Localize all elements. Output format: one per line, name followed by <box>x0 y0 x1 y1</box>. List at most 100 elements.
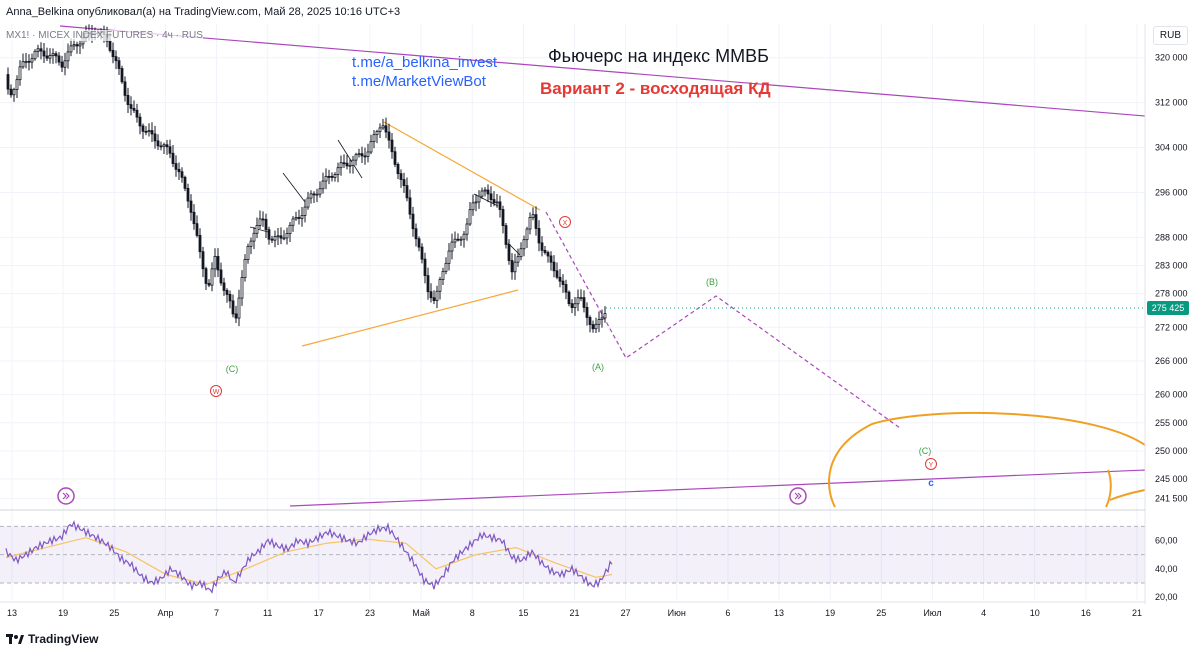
candle <box>69 38 73 57</box>
candle <box>15 75 19 98</box>
candle <box>498 195 502 218</box>
candle <box>414 223 418 247</box>
last-price-label: 275 425 <box>1152 303 1185 313</box>
candle <box>603 306 607 323</box>
x-tick-label: 7 <box>214 608 219 618</box>
candle <box>21 53 25 69</box>
candle <box>222 277 226 296</box>
candle <box>60 55 64 73</box>
candle-body <box>423 258 427 276</box>
candle-body <box>63 60 67 68</box>
candle-body <box>363 155 367 158</box>
candle-body <box>267 229 271 240</box>
candle <box>12 87 16 102</box>
candle-body <box>546 252 550 257</box>
candle <box>33 49 37 61</box>
candle-body <box>36 48 40 52</box>
candle <box>390 132 394 159</box>
candle <box>393 146 397 168</box>
candle-body <box>579 297 583 299</box>
candle-body <box>447 250 451 264</box>
candle-body <box>39 48 43 52</box>
candle <box>366 143 370 163</box>
candle-body <box>543 249 547 253</box>
candle <box>75 41 79 54</box>
candle <box>288 221 292 243</box>
y-tick-label: 320 000 <box>1155 53 1188 63</box>
candle-body <box>57 55 61 63</box>
tradingview-logo-text: TradingView <box>28 632 99 646</box>
candle <box>351 155 355 174</box>
candle-body <box>24 60 28 63</box>
candle <box>348 158 352 174</box>
candle <box>132 100 136 114</box>
candle-body <box>468 209 472 225</box>
candle <box>282 230 286 241</box>
candle-body <box>516 256 520 263</box>
candle-body <box>297 217 301 219</box>
candle-body <box>51 53 55 56</box>
candle-body <box>48 55 52 59</box>
candle-body <box>309 193 313 199</box>
candle-body <box>318 188 322 195</box>
target-arc-top <box>871 411 1146 446</box>
candle <box>531 207 535 221</box>
candle-body <box>162 144 166 147</box>
candle-body <box>138 116 142 127</box>
candle <box>312 191 316 203</box>
candle <box>477 190 481 209</box>
wave-label-C1: (C) <box>226 364 239 374</box>
candle <box>300 206 304 227</box>
candle <box>597 311 601 333</box>
candle <box>582 290 586 313</box>
candle-body <box>9 88 13 96</box>
candle <box>540 236 544 257</box>
candle <box>63 52 67 76</box>
candle <box>285 227 289 245</box>
candle-body <box>306 197 310 208</box>
candle <box>474 194 478 212</box>
candle-body <box>66 51 70 62</box>
candle <box>375 129 379 144</box>
candle-body <box>354 154 358 161</box>
candle <box>27 54 31 71</box>
candle-body <box>336 167 340 175</box>
candle-body <box>18 66 22 81</box>
candle <box>159 141 163 151</box>
y-tick-label: 288 000 <box>1155 232 1188 242</box>
candle <box>480 187 484 199</box>
candle <box>243 254 247 282</box>
candle <box>291 215 295 232</box>
candle-body <box>531 214 535 218</box>
candle <box>417 236 421 252</box>
candle <box>579 289 583 302</box>
candle-body <box>390 139 394 153</box>
candle <box>48 48 52 64</box>
triangle-lower-line <box>301 289 519 347</box>
candle-body <box>441 270 445 280</box>
candle <box>486 184 490 203</box>
candle <box>129 96 133 116</box>
candle <box>534 206 538 236</box>
candle-body <box>159 145 163 148</box>
timing-icon-arrow <box>794 492 802 500</box>
x-tick-label: 17 <box>314 608 324 618</box>
currency-selector[interactable]: RUB <box>1152 26 1188 45</box>
link-telegram-channel: t.me/a_belkina_invest <box>352 54 498 71</box>
candle <box>438 276 442 300</box>
candle-body <box>129 104 133 109</box>
x-tick-label: 25 <box>109 608 119 618</box>
candle <box>153 125 157 149</box>
x-tick-label: 27 <box>621 608 631 618</box>
candle-body <box>171 152 175 164</box>
candle <box>525 226 529 248</box>
wave-label-Y: Y <box>929 462 934 469</box>
candle-body <box>387 131 391 141</box>
candle-body <box>243 259 247 278</box>
candle-body <box>510 260 514 273</box>
forecast-path <box>545 211 901 429</box>
candle-body <box>369 141 373 153</box>
wave-circle <box>210 385 222 397</box>
candle-body <box>603 313 607 319</box>
